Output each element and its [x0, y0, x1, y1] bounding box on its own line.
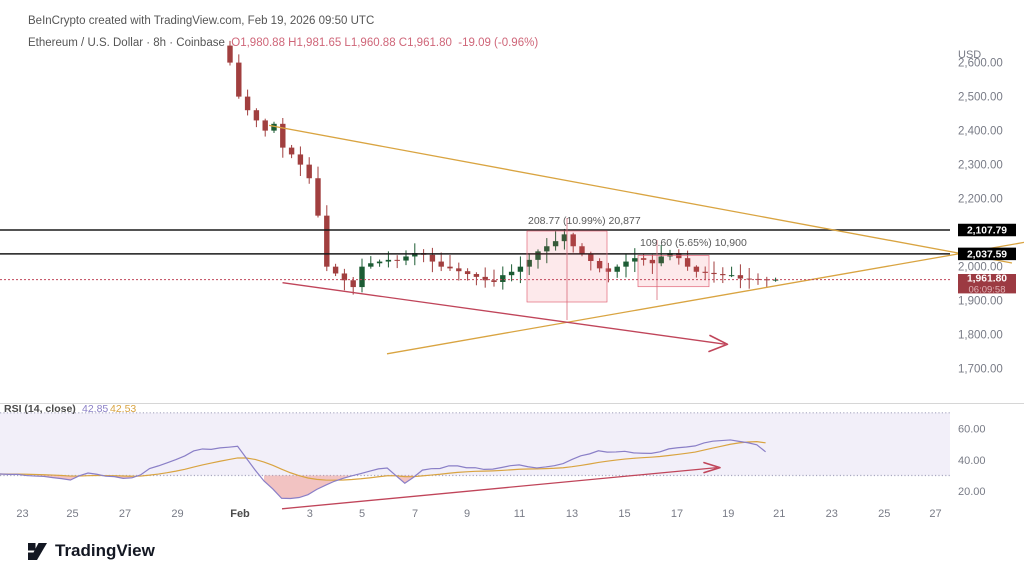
- svg-text:60.00: 60.00: [958, 424, 986, 436]
- svg-text:06:09:58: 06:09:58: [969, 285, 1006, 296]
- svg-text:Feb: Feb: [230, 508, 250, 520]
- svg-text:1,961.80: 1,961.80: [967, 274, 1007, 285]
- svg-text:USD: USD: [958, 49, 981, 61]
- svg-text:21: 21: [773, 508, 785, 520]
- svg-text:29: 29: [171, 508, 183, 520]
- svg-text:2,500.00: 2,500.00: [958, 92, 1003, 104]
- svg-text:5: 5: [359, 508, 365, 520]
- svg-text:3: 3: [307, 508, 313, 520]
- svg-text:40.00: 40.00: [958, 455, 986, 467]
- svg-text:109.60 (5.65%) 10,900: 109.60 (5.65%) 10,900: [640, 237, 747, 249]
- svg-text:1,800.00: 1,800.00: [958, 330, 1003, 342]
- svg-text:2,107.79: 2,107.79: [967, 226, 1007, 237]
- svg-text:15: 15: [618, 508, 630, 520]
- svg-text:11: 11: [514, 508, 525, 520]
- svg-text:42.53: 42.53: [110, 403, 136, 415]
- svg-text:23: 23: [826, 508, 838, 520]
- svg-text:208.77 (10.99%) 20,877: 208.77 (10.99%) 20,877: [528, 215, 641, 227]
- svg-text:19: 19: [722, 508, 734, 520]
- svg-text:23: 23: [16, 508, 28, 520]
- svg-text:13: 13: [566, 508, 578, 520]
- svg-text:1,700.00: 1,700.00: [958, 364, 1003, 376]
- svg-text:9: 9: [464, 508, 470, 520]
- svg-text:7: 7: [412, 508, 418, 520]
- svg-text:2,000.00: 2,000.00: [958, 262, 1003, 274]
- svg-text:2,200.00: 2,200.00: [958, 194, 1003, 206]
- svg-text:27: 27: [119, 508, 131, 520]
- svg-text:17: 17: [671, 508, 683, 520]
- svg-text:2,300.00: 2,300.00: [958, 160, 1003, 172]
- svg-text:27: 27: [929, 508, 941, 520]
- svg-text:20.00: 20.00: [958, 486, 986, 498]
- svg-text:25: 25: [66, 508, 78, 520]
- svg-text:2,400.00: 2,400.00: [958, 126, 1003, 138]
- svg-text:2,037.59: 2,037.59: [967, 249, 1007, 260]
- svg-text:42.85: 42.85: [82, 403, 108, 415]
- svg-text:25: 25: [878, 508, 890, 520]
- svg-text:1,900.00: 1,900.00: [958, 296, 1003, 308]
- svg-text:RSI (14, close): RSI (14, close): [4, 403, 76, 415]
